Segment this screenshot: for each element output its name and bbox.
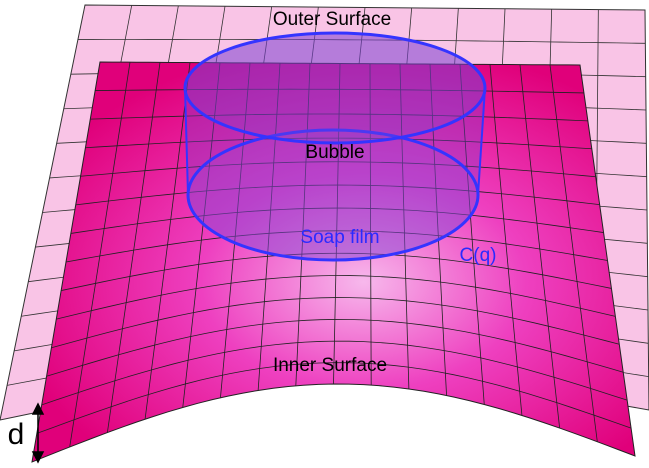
- label: Inner Surface: [273, 355, 387, 376]
- grid-line: [85, 137, 592, 150]
- cylinder-edge: [184, 87, 189, 196]
- grid-line: [41, 340, 628, 406]
- label: Soap film: [300, 227, 379, 248]
- grid-line: [75, 184, 600, 206]
- grid-line: [90, 113, 588, 122]
- grid-line: [77, 38, 646, 44]
- soap-film: [185, 33, 485, 260]
- top-ring: [183, 31, 487, 145]
- label: d: [8, 418, 25, 451]
- grid-line: [46, 319, 624, 377]
- grid-line: [70, 207, 604, 234]
- grid-line: [36, 362, 632, 434]
- grid-line: [80, 161, 596, 178]
- label: C(q): [460, 245, 497, 266]
- bubble-cylinder: [183, 31, 487, 262]
- grid-line: [95, 88, 584, 94]
- cylinder-edge: [477, 87, 486, 196]
- inner-surface: [31, 61, 636, 463]
- label: Bubble: [305, 142, 364, 163]
- grid-line: [61, 252, 612, 291]
- grid-line: [65, 230, 608, 263]
- label: Outer Surface: [273, 9, 391, 30]
- grid-line: [51, 297, 620, 349]
- grid-line: [56, 275, 616, 320]
- distance-arrow: [31, 402, 45, 464]
